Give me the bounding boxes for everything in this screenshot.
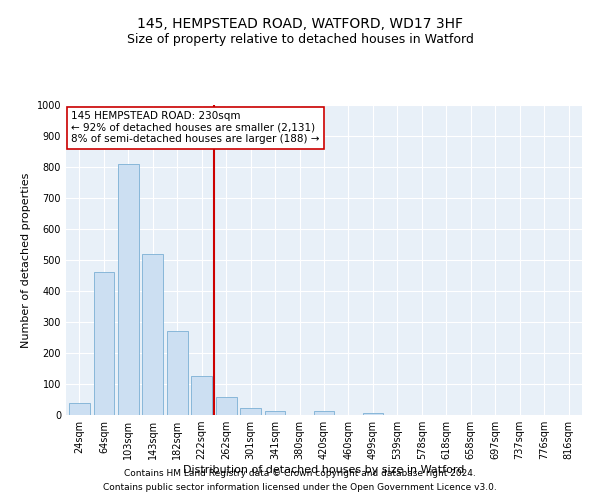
Bar: [142, 254, 163, 415]
Text: Contains HM Land Registry data © Crown copyright and database right 2024.: Contains HM Land Registry data © Crown c…: [124, 468, 476, 477]
Text: 145 HEMPSTEAD ROAD: 230sqm
← 92% of detached houses are smaller (2,131)
8% of se: 145 HEMPSTEAD ROAD: 230sqm ← 92% of deta…: [71, 111, 320, 144]
Bar: [216, 398, 236, 415]
Bar: [118, 164, 139, 415]
Text: Contains public sector information licensed under the Open Government Licence v3: Contains public sector information licen…: [103, 484, 497, 492]
Bar: [240, 408, 261, 415]
Bar: [265, 412, 286, 415]
Bar: [167, 332, 188, 415]
Y-axis label: Number of detached properties: Number of detached properties: [21, 172, 31, 348]
Bar: [191, 376, 212, 415]
Text: 145, HEMPSTEAD ROAD, WATFORD, WD17 3HF: 145, HEMPSTEAD ROAD, WATFORD, WD17 3HF: [137, 18, 463, 32]
Text: Size of property relative to detached houses in Watford: Size of property relative to detached ho…: [127, 32, 473, 46]
Bar: [69, 402, 90, 415]
X-axis label: Distribution of detached houses by size in Watford: Distribution of detached houses by size …: [184, 465, 464, 475]
Bar: [94, 272, 114, 415]
Bar: [314, 412, 334, 415]
Bar: [362, 412, 383, 415]
